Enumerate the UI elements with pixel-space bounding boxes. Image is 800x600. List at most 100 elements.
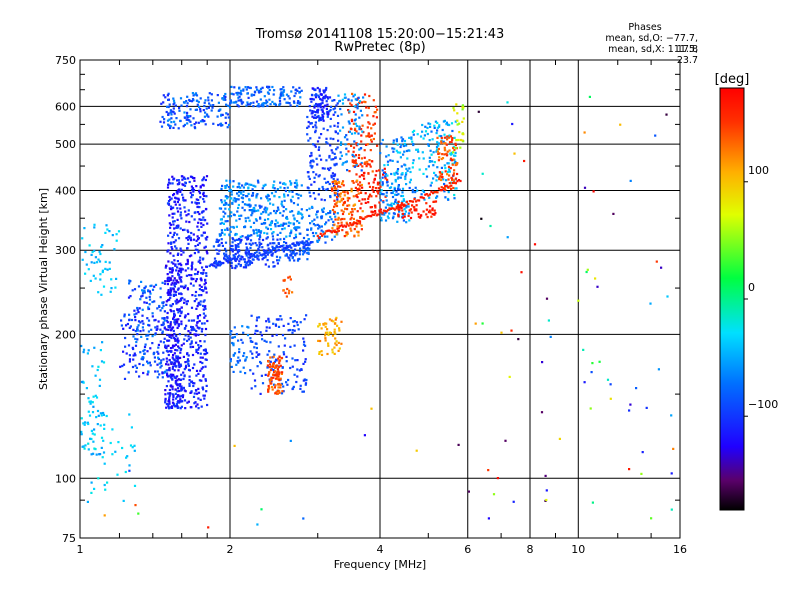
data-point bbox=[230, 101, 233, 104]
data-point bbox=[199, 356, 202, 359]
data-point bbox=[512, 500, 515, 503]
data-point bbox=[224, 95, 227, 98]
data-point bbox=[396, 172, 399, 175]
data-point bbox=[168, 398, 171, 401]
data-point bbox=[216, 94, 219, 97]
data-point bbox=[156, 307, 159, 310]
data-point bbox=[206, 114, 209, 117]
data-point bbox=[204, 123, 207, 126]
data-point bbox=[356, 107, 359, 110]
data-point bbox=[577, 299, 580, 302]
data-point bbox=[186, 95, 189, 98]
data-point bbox=[257, 258, 260, 261]
data-point bbox=[282, 210, 285, 213]
data-point bbox=[342, 190, 345, 193]
data-point bbox=[200, 234, 203, 237]
data-point bbox=[338, 180, 341, 184]
data-point bbox=[183, 206, 186, 209]
data-point bbox=[296, 220, 299, 223]
data-point bbox=[183, 228, 186, 231]
data-point bbox=[199, 303, 202, 306]
data-point bbox=[309, 195, 312, 198]
data-point bbox=[443, 190, 446, 193]
data-point bbox=[331, 227, 334, 230]
data-point bbox=[343, 191, 346, 194]
data-point bbox=[176, 375, 179, 378]
data-point bbox=[160, 364, 163, 367]
data-point bbox=[276, 246, 279, 249]
data-point bbox=[451, 129, 454, 133]
data-point bbox=[104, 231, 107, 234]
data-point bbox=[336, 189, 339, 192]
data-point bbox=[451, 178, 454, 181]
data-point bbox=[364, 192, 367, 195]
data-point bbox=[183, 123, 186, 126]
data-point bbox=[168, 402, 171, 405]
data-point bbox=[178, 401, 181, 404]
data-point bbox=[354, 186, 357, 189]
data-point bbox=[144, 343, 147, 346]
data-point bbox=[168, 276, 171, 279]
data-point bbox=[231, 250, 234, 253]
data-point bbox=[267, 251, 270, 254]
data-point bbox=[308, 177, 311, 180]
data-point bbox=[184, 199, 187, 202]
y-tick-label: 300 bbox=[55, 244, 76, 257]
data-point bbox=[325, 100, 328, 103]
data-point bbox=[270, 376, 273, 380]
data-point bbox=[360, 224, 363, 227]
data-point bbox=[382, 173, 385, 176]
data-point bbox=[207, 99, 210, 102]
data-point bbox=[459, 179, 462, 183]
data-point bbox=[180, 280, 183, 283]
data-point bbox=[101, 456, 104, 459]
data-point bbox=[381, 176, 384, 179]
data-point bbox=[290, 200, 293, 203]
data-point bbox=[226, 220, 229, 223]
data-point bbox=[237, 185, 240, 188]
data-point bbox=[199, 196, 202, 199]
data-point bbox=[185, 324, 188, 327]
x-tick-label: 8 bbox=[527, 543, 534, 556]
data-point bbox=[230, 261, 233, 265]
data-point bbox=[193, 252, 196, 255]
data-point bbox=[298, 221, 301, 224]
data-point bbox=[166, 372, 169, 375]
data-point bbox=[259, 231, 262, 234]
data-point bbox=[140, 295, 143, 298]
data-point bbox=[177, 263, 180, 266]
data-point bbox=[401, 187, 405, 190]
data-point bbox=[255, 209, 258, 212]
data-point bbox=[372, 213, 376, 216]
data-point bbox=[366, 114, 369, 117]
data-point bbox=[358, 199, 361, 202]
data-point bbox=[176, 349, 179, 352]
data-point bbox=[237, 96, 240, 99]
data-point bbox=[236, 251, 239, 254]
data-point bbox=[405, 149, 408, 153]
data-point bbox=[111, 234, 114, 237]
data-point bbox=[350, 99, 353, 102]
data-point bbox=[195, 389, 198, 392]
data-point bbox=[270, 385, 274, 389]
data-point bbox=[170, 197, 173, 200]
data-point bbox=[355, 225, 358, 228]
data-point bbox=[194, 248, 197, 251]
data-point bbox=[297, 258, 300, 261]
data-point bbox=[356, 189, 359, 192]
data-point bbox=[245, 262, 248, 265]
data-point bbox=[446, 138, 449, 141]
data-point bbox=[217, 101, 220, 104]
data-point bbox=[281, 245, 284, 248]
data-point bbox=[388, 207, 391, 210]
data-point bbox=[333, 331, 336, 334]
data-point bbox=[188, 255, 191, 258]
data-point bbox=[444, 167, 447, 170]
data-point bbox=[238, 214, 241, 217]
data-point bbox=[230, 247, 233, 251]
data-point bbox=[196, 272, 199, 275]
data-point bbox=[92, 395, 95, 398]
data-point bbox=[203, 104, 206, 108]
data-point bbox=[181, 175, 184, 178]
data-point bbox=[319, 93, 322, 96]
